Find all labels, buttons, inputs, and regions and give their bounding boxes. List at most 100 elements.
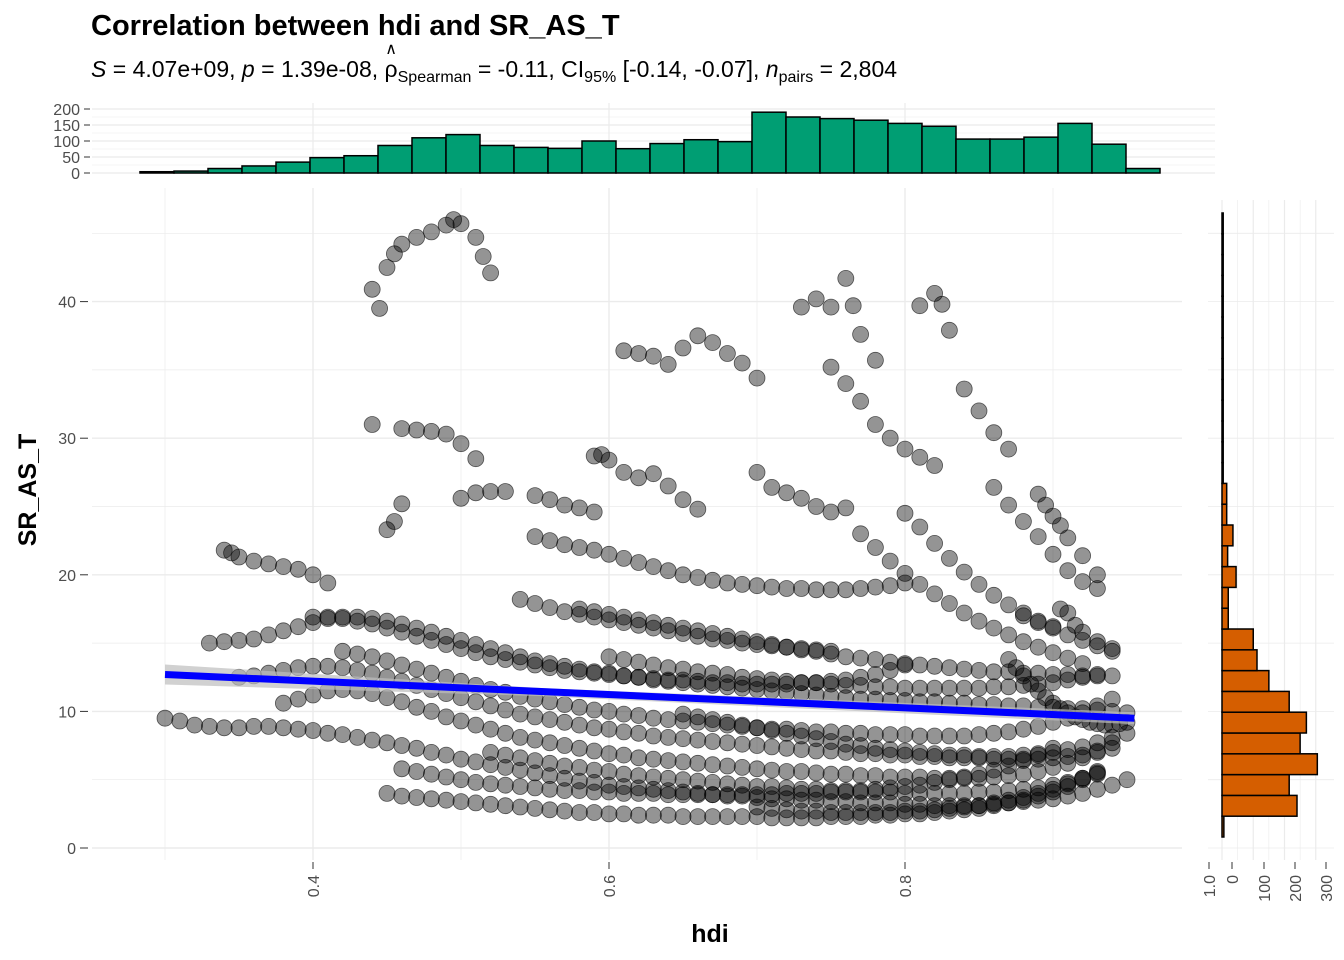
scatter-point [748,808,766,825]
scatter-point [852,525,869,543]
scatter-point [1103,734,1121,752]
scatter-point [556,802,573,820]
scatter-point [215,633,233,651]
scatter-point [541,711,559,728]
scatter-point [941,727,958,745]
scatter-point [733,630,751,648]
scatter-point [822,733,840,750]
scatter-point [385,513,403,530]
scatter-point [911,744,929,761]
right-histogram-tick-label: 1.0 [1202,875,1219,897]
scatter-point [822,765,840,783]
scatter-point [852,325,869,343]
top-histogram-bar [411,137,447,174]
scatter-point [1044,790,1062,808]
scatter-point [408,698,426,716]
scatter-point [1074,769,1091,787]
scatter-point [630,749,647,767]
scatter-point [867,739,884,757]
scatter-point [1000,757,1017,775]
scatter-point [408,627,426,645]
top-histogram-bar [989,138,1025,174]
scatter-point [1000,678,1017,696]
scatter-point [467,484,485,502]
scatter-point [645,347,662,365]
scatter-point [1103,729,1121,746]
scatter-point [482,697,500,715]
scatter-point [733,634,751,652]
scatter-point [289,618,307,636]
scatter-point [955,604,973,622]
x-axis-title: hdi [691,920,729,948]
scatter-point [393,495,411,513]
scatter-point [1000,723,1017,741]
scatter-point [467,644,485,662]
scatter-point [260,626,278,644]
scatter-point [556,662,573,679]
scatter-point [615,651,633,668]
scatter-point [926,535,943,552]
scatter-point [437,425,455,443]
scatter-point [615,805,633,823]
top-histogram-bar [819,117,855,174]
top-histogram-bar [479,144,515,174]
scatter-point [837,648,855,666]
scatter-point [689,500,707,518]
scatter-point [1103,690,1121,708]
scatter-point [630,611,647,629]
scatter-point [941,679,958,697]
scatter-point [630,554,647,571]
scatter-point [467,753,485,771]
scatter-point [1118,771,1136,789]
scatter-point [526,779,544,797]
scatter-point [704,571,721,589]
y-tick-label: 40 [58,295,76,312]
scatter-point [1015,720,1032,738]
scatter-point [408,421,426,439]
scatter-point [719,713,736,731]
scatter-point [1089,566,1106,584]
scatter-point [985,748,1003,765]
scatter-point [571,782,588,799]
scatter-point [911,297,929,315]
scatter-point [496,724,514,742]
scatter-point [452,435,470,453]
scatter-point [422,664,440,682]
scatter-point [645,656,662,674]
scatter-point [437,636,455,653]
scatter-point [881,678,899,696]
scatter-point [1059,671,1077,689]
scatter-point [778,785,795,802]
scatter-point [793,785,810,802]
scatter-point [778,763,795,780]
scatter-point [1015,746,1032,764]
scatter-point [748,719,766,737]
scatter-points [156,211,1136,827]
scatter-point [689,327,707,345]
top-histogram-bar [343,154,379,174]
scatter-point [763,738,781,756]
scatter-point [837,375,855,393]
scatter-point [778,638,795,656]
scatter-point [867,539,884,556]
scatter-point [704,786,721,804]
scatter-point [378,689,396,707]
scatter-point [645,727,662,745]
top-histogram-bar [513,146,549,174]
scatter-point [245,718,263,735]
scatter-point [1066,616,1084,634]
scatter-point [304,566,322,584]
scatter-point [526,708,544,726]
top-histogram-bar [207,167,243,174]
scatter-point [955,798,973,816]
scatter-point [289,560,307,578]
scatter-point [1059,666,1077,683]
scatter-point [585,503,603,521]
scatter-point [955,727,973,745]
scatter-point [630,785,647,802]
scatter-point [571,739,588,757]
right-histogram-bar [1221,357,1224,381]
scatter-point [511,798,529,816]
